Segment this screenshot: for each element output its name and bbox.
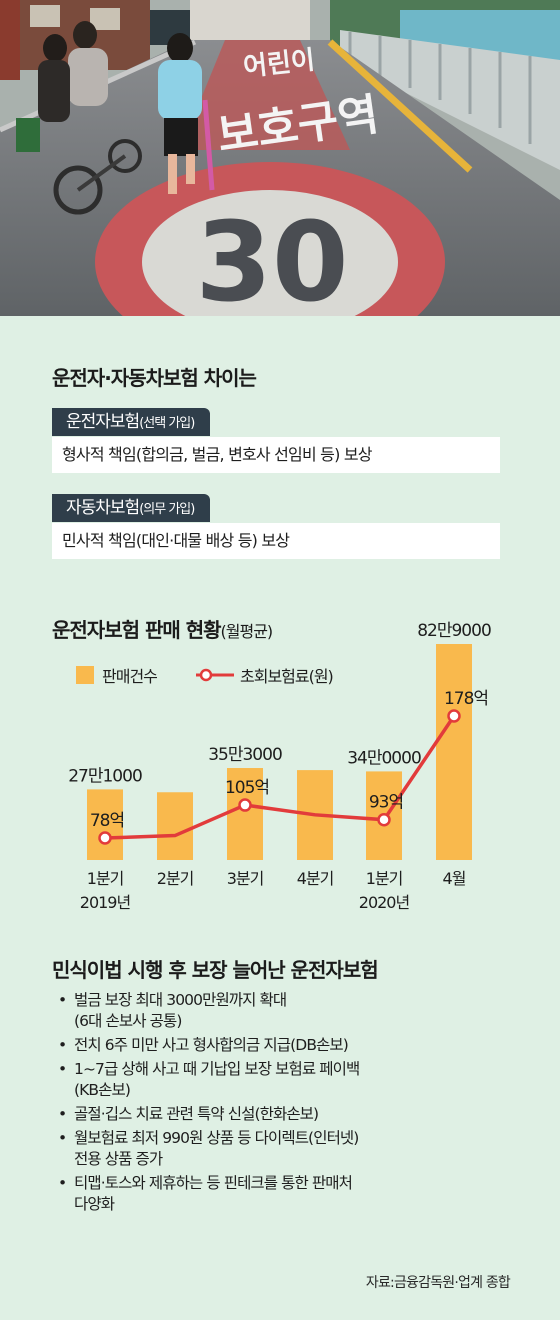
change-item-1: 전치 6주 미만 사고 형사합의금 지급(DB손보) [56,1035,516,1056]
bar-label-2: 35만3000 [208,745,282,765]
line-point-4 [377,812,391,827]
bar-label-4: 34만0000 [347,748,421,768]
line-label-5: 178억 [444,689,488,709]
line-point-5 [447,709,461,723]
school-zone-photo: 어린이 보호구역 30 [0,0,560,316]
chart-title: 운전자보험 판매 현황(월평균) [52,614,274,643]
change-item-line: 1~7급 상해 사고 때 기납입 보장 보험료 페이백 [74,1060,360,1078]
car-insurance-name: 자동차보험 [66,498,140,518]
line-point-2 [238,798,252,812]
driver-insurance-note: (선택 가입) [139,416,195,431]
bar-2 [227,768,263,860]
x-year-0: 2019년 [80,893,131,912]
chart-legend: 판매건수 초회보험료(원) [76,666,334,686]
x-tick-0: 1분기 [87,869,124,888]
change-item-line: 벌금 보장 최대 3000만원까지 확대 [74,991,287,1009]
change-item-line: (6대 손보사 공통) [74,1012,182,1030]
difference-title: 운전자·자동차보험 차이는 [52,366,257,390]
change-item-line: (KB손보) [74,1081,131,1099]
line-label-0: 78억 [90,811,124,831]
bar-1 [157,792,193,860]
bar-label-0: 27만1000 [68,766,142,786]
line-label-2: 105억 [225,778,269,798]
chart-subtitle: (월평균) [220,622,274,641]
car-insurance-desc: 민사적 책임(대인·대물 배상 등) 보상 [52,523,500,559]
driver-insurance-desc: 형사적 책임(합의금, 벌금, 변호사 선임비 등) 보상 [52,437,500,473]
source-note: 자료:금융감독원·업계 종합 [365,1275,511,1291]
driver-insurance-tag: 운전자보험(선택 가입) [52,408,211,436]
x-tick-3: 4분기 [297,869,334,888]
change-item-line: 전치 6주 미만 사고 형사합의금 지급(DB손보) [74,1036,349,1054]
bar-5 [436,644,472,860]
change-item-line: 다양화 [74,1195,115,1213]
x-tick-4: 1분기 [366,869,403,888]
driver-insurance-name: 운전자보험 [66,412,140,432]
change-item-line: 골절·깁스 치료 관련 특약 신설(한화손보) [74,1105,319,1123]
road-text-1: 어린이 [242,45,317,82]
x-tick-2: 3분기 [227,869,264,888]
change-item-line: 월보험료 최저 990원 상품 등 다이렉트(인터넷) [74,1129,359,1147]
x-year-4: 2020년 [359,893,410,912]
changes-title: 민식이법 시행 후 보장 늘어난 운전자보험 [52,958,379,982]
legend-bar-swatch [76,666,94,684]
bar-0 [87,789,123,860]
car-insurance-tag: 자동차보험(의무 가입) [52,494,211,522]
sales-chart: 판매건수 초회보험료(원) 27만1000 35만3000 34만0000 82만90… [68,621,492,912]
changes-list: 벌금 보장 최대 3000만원까지 확대 (6대 손보사 공통) 전치 6주 미만 … [56,990,516,1218]
legend-bar-label: 판매건수 [102,667,157,686]
change-item-line: 티맵·토스와 제휴하는 등 핀테크를 통한 판매처 [74,1174,353,1192]
change-item-line: 전용 상품 증가 [74,1150,163,1168]
bar-label-5: 82만9000 [417,621,491,641]
line-label-4: 93억 [369,793,403,813]
premium-line [104,715,456,840]
line-point-0 [98,831,112,845]
change-item-3: 골절·깁스 치료 관련 특약 신설(한화손보) [56,1104,516,1125]
change-item-2: 1~7급 상해 사고 때 기납입 보장 보험료 페이백 (KB손보) [56,1059,516,1101]
chart-title-main: 운전자보험 판매 현황 [52,618,222,642]
legend-line-marker [199,668,213,682]
legend-line-label: 초회보험료(원) [240,667,333,686]
change-item-0: 벌금 보장 최대 3000만원까지 확대 (6대 손보사 공통) [56,990,516,1032]
speed-limit-number: 30 [195,198,348,316]
change-item-4: 월보험료 최저 990원 상품 등 다이렉트(인터넷) 전용 상품 증가 [56,1128,516,1170]
x-tick-5: 4월 [443,869,466,888]
x-tick-1: 2분기 [157,869,194,888]
car-insurance-note: (의무 가입) [139,502,195,517]
